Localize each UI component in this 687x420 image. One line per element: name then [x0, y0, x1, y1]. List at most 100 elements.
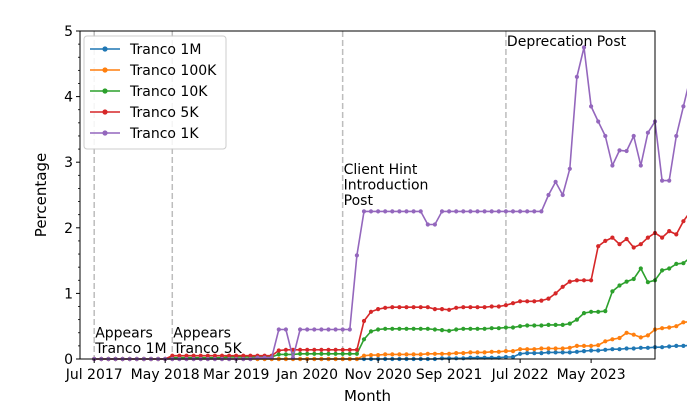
legend-label: Tranco 10K — [129, 84, 208, 100]
data-point — [518, 299, 523, 304]
y-axis-label: Percentage — [32, 153, 50, 237]
data-point — [305, 347, 310, 352]
data-point — [503, 325, 508, 330]
data-point — [539, 298, 544, 303]
data-point — [411, 209, 416, 214]
data-point — [660, 268, 665, 273]
data-point — [241, 353, 246, 358]
data-point — [312, 351, 317, 356]
data-point — [418, 326, 423, 331]
x-axis-label: Month — [344, 387, 391, 405]
data-point — [439, 351, 445, 356]
data-point — [326, 347, 331, 352]
y-tick-label: 2 — [64, 221, 73, 237]
data-point — [340, 347, 345, 352]
data-point — [454, 305, 459, 310]
data-point — [638, 335, 643, 340]
data-point — [532, 299, 537, 304]
data-point — [518, 209, 523, 214]
data-point — [418, 352, 423, 357]
data-point — [645, 235, 651, 240]
data-point — [489, 209, 494, 214]
data-point — [518, 351, 523, 356]
data-point — [553, 350, 558, 355]
data-point — [667, 229, 672, 234]
data-point — [347, 347, 352, 352]
data-point — [525, 323, 530, 328]
data-point — [624, 148, 629, 154]
data-point — [610, 347, 615, 352]
data-point — [383, 209, 388, 214]
data-point — [319, 351, 324, 356]
data-point — [496, 349, 501, 354]
data-point — [681, 261, 686, 266]
data-point — [425, 305, 430, 310]
data-point — [567, 279, 572, 284]
data-point — [276, 352, 281, 357]
data-point — [681, 343, 686, 348]
data-point — [503, 303, 508, 308]
data-point — [439, 328, 445, 333]
data-point — [276, 348, 281, 353]
data-point — [510, 349, 516, 354]
data-point — [432, 222, 437, 227]
data-point — [447, 351, 452, 356]
data-point — [574, 74, 580, 79]
data-point — [475, 209, 480, 214]
data-point — [376, 327, 381, 332]
legend-box — [83, 35, 227, 150]
data-point — [276, 327, 281, 332]
data-point — [589, 278, 594, 283]
data-point — [589, 104, 594, 109]
data-point — [581, 278, 587, 283]
data-point — [667, 266, 672, 271]
y-tick-label: 4 — [64, 90, 73, 106]
data-point — [553, 179, 558, 184]
data-point — [404, 209, 409, 214]
data-point — [184, 353, 189, 358]
data-point — [617, 242, 622, 247]
data-point — [411, 305, 416, 310]
data-point — [418, 209, 423, 214]
data-point — [660, 235, 665, 240]
data-point — [418, 305, 423, 310]
data-point — [525, 347, 530, 352]
data-point — [489, 349, 494, 354]
data-point — [681, 320, 686, 325]
data-point — [589, 348, 594, 353]
data-point — [532, 347, 537, 352]
data-point — [610, 163, 615, 168]
data-point — [510, 325, 516, 330]
data-point — [525, 209, 530, 214]
data-point — [553, 346, 558, 351]
data-point — [581, 343, 587, 348]
data-point — [596, 309, 601, 314]
data-point — [376, 307, 381, 312]
data-point — [617, 335, 622, 341]
data-point — [454, 351, 459, 356]
data-point — [333, 327, 338, 332]
data-point — [638, 266, 643, 271]
data-point — [177, 353, 182, 358]
data-point — [546, 192, 551, 198]
data-point — [468, 326, 473, 331]
data-point — [461, 351, 466, 356]
data-point — [674, 343, 679, 348]
x-tick-label: Mar 2019 — [203, 367, 270, 383]
data-point — [567, 350, 572, 355]
data-point — [376, 353, 381, 358]
data-point — [553, 291, 558, 296]
data-point — [333, 347, 338, 352]
x-tick-label: May 2023 — [557, 367, 626, 383]
data-point — [674, 324, 679, 329]
data-point — [390, 209, 395, 214]
data-point — [546, 346, 551, 351]
data-point — [645, 345, 651, 350]
data-point — [589, 309, 594, 314]
data-point — [454, 327, 459, 332]
legend-label: Tranco 1K — [129, 126, 199, 142]
x-axis-ticks: Jul 2017 May 2018 Mar 2019 Jan 2020 Nov 2020… — [65, 359, 626, 383]
data-point — [617, 283, 622, 288]
